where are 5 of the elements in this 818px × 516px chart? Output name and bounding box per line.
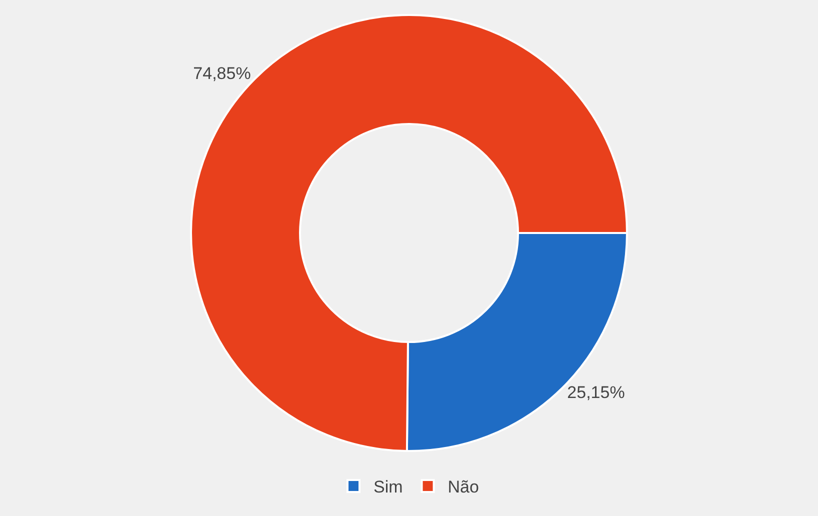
- legend-label: Não: [448, 478, 479, 497]
- legend-label: Sim: [374, 478, 403, 497]
- data-label: 25,15%: [567, 383, 625, 402]
- donut-slice: [190, 14, 628, 452]
- data-label: 74,85%: [193, 64, 251, 83]
